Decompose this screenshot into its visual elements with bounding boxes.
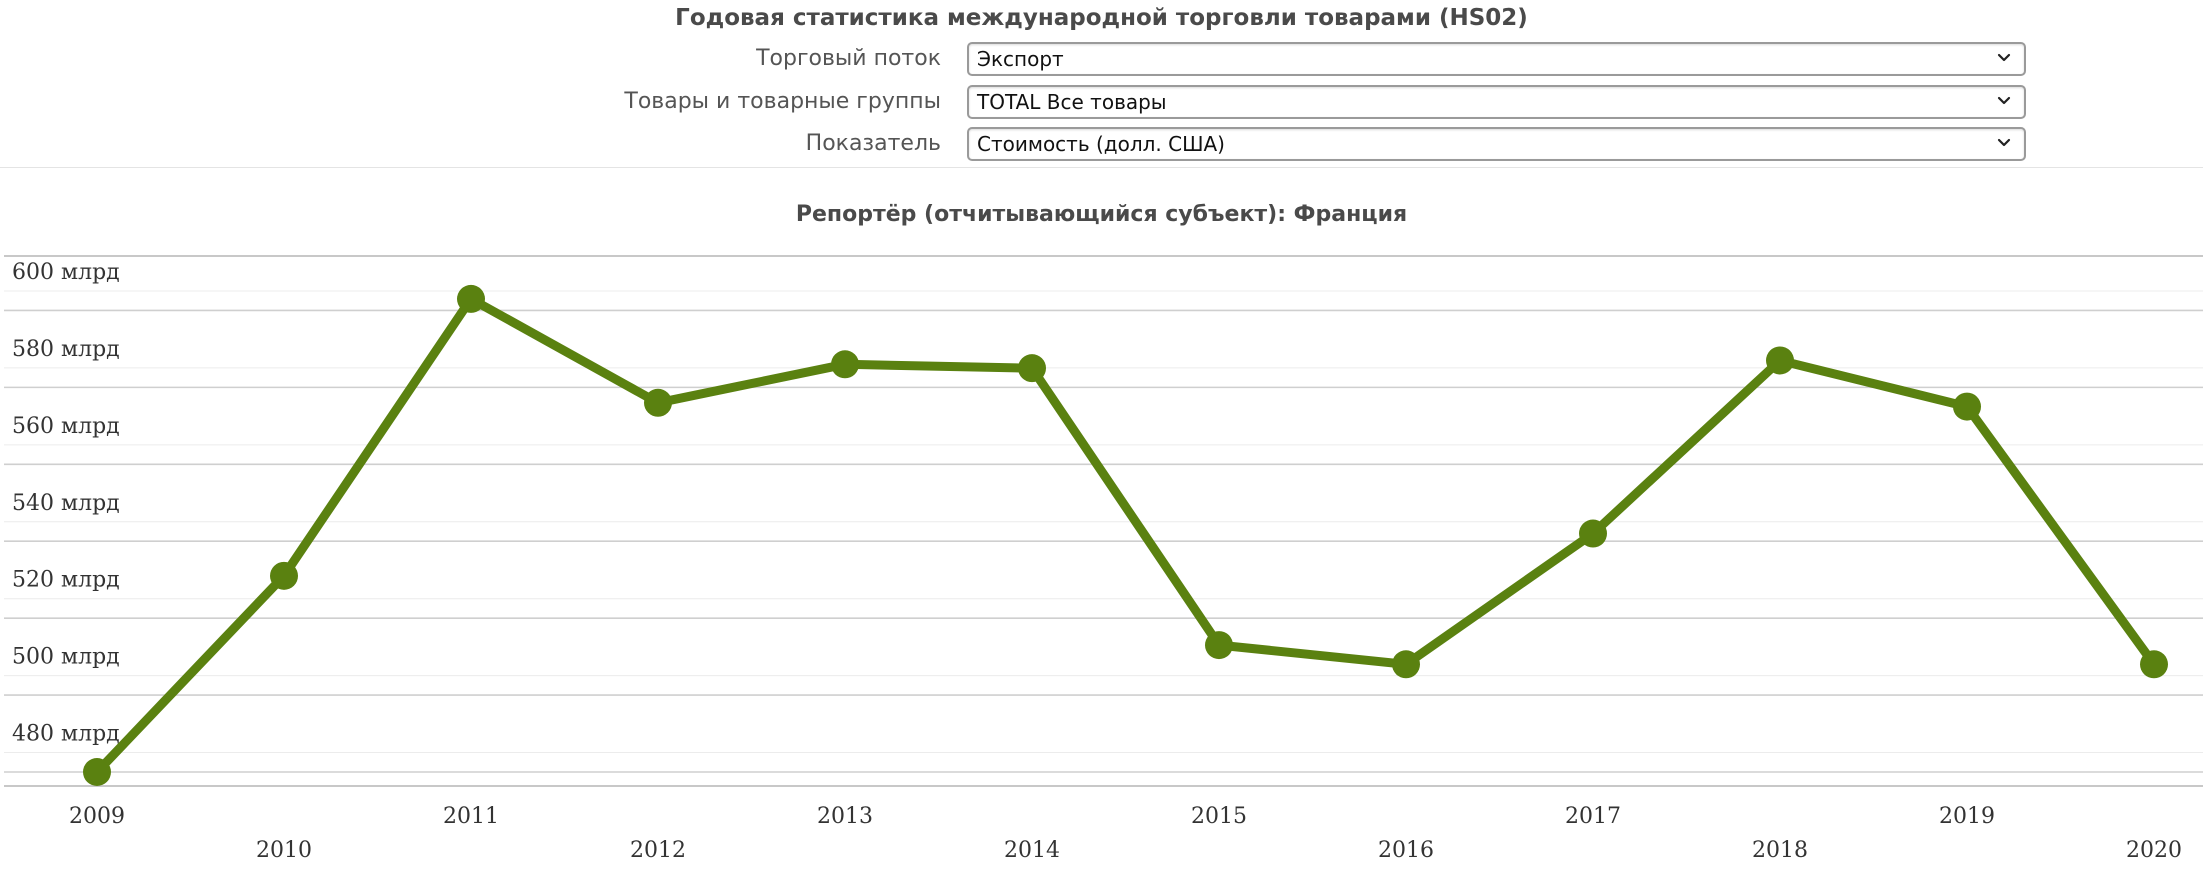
y-tick-label: 500 млрд	[12, 645, 120, 670]
x-tick-label: 2018	[1752, 838, 1808, 863]
filter-row-commodity: Товары и товарные группы TOTAL Все товар…	[0, 84, 2203, 120]
x-tick-label: 2019	[1939, 804, 1995, 829]
series-line	[92, 294, 2159, 777]
data-point[interactable]	[270, 561, 298, 590]
y-axis-ticks: 480 млрд 500 млрд 520 млрд 540 млрд 560 млрд…	[12, 260, 120, 747]
data-point[interactable]	[1392, 650, 1420, 679]
data-point[interactable]	[1766, 346, 1794, 375]
series-points	[83, 284, 2168, 786]
x-tick-label: 2009	[69, 804, 125, 829]
filter-row-indicator: Показатель Стоимость (долл. США)	[0, 126, 2203, 162]
data-point[interactable]	[1579, 519, 1607, 548]
y-tick-label: 480 млрд	[12, 722, 120, 747]
chevron-down-icon	[1997, 138, 2011, 147]
data-point[interactable]	[457, 284, 485, 313]
x-tick-label: 2014	[1004, 838, 1060, 863]
x-tick-label: 2011	[443, 804, 499, 829]
data-point[interactable]	[2140, 650, 2168, 679]
page-title: Годовая статистика международной торговл…	[675, 5, 1528, 31]
data-point[interactable]	[83, 758, 111, 786]
y-tick-label: 540 млрд	[12, 491, 120, 516]
y-tick-label: 520 млрд	[12, 568, 120, 593]
data-point[interactable]	[1205, 631, 1233, 660]
commodity-value: TOTAL Все товары	[977, 90, 1167, 114]
data-point[interactable]	[1018, 354, 1046, 383]
chevron-down-icon	[1997, 96, 2011, 105]
y-tick-label: 560 млрд	[12, 414, 120, 439]
x-tick-label: 2013	[817, 804, 873, 829]
x-tick-label: 2012	[630, 838, 686, 863]
chevron-down-icon	[1997, 53, 2011, 62]
x-tick-label: 2016	[1378, 838, 1434, 863]
commodity-select[interactable]: TOTAL Все товары	[967, 85, 2026, 119]
indicator-value: Стоимость (долл. США)	[977, 132, 1225, 156]
x-tick-label: 2010	[256, 838, 312, 863]
x-tick-label: 2015	[1191, 804, 1247, 829]
indicator-select[interactable]: Стоимость (долл. США)	[967, 127, 2026, 161]
y-tick-label: 580 млрд	[12, 337, 120, 362]
header-divider	[0, 167, 2203, 168]
series-lines	[92, 294, 2159, 777]
trade-flow-label: Торговый поток	[756, 46, 941, 71]
indicator-label: Показатель	[805, 131, 941, 156]
commodity-label: Товары и товарные группы	[624, 89, 941, 114]
data-point[interactable]	[1953, 392, 1981, 421]
x-tick-label: 2020	[2126, 838, 2182, 863]
grid-lines	[4, 255, 2203, 787]
trade-flow-value: Экспорт	[977, 47, 1064, 71]
x-tick-label: 2017	[1565, 804, 1621, 829]
chart-title: Репортёр (отчитывающийся субъект): Франц…	[795, 202, 1408, 227]
filter-row-trade-flow: Торговый поток Экспорт	[0, 41, 2203, 77]
data-point[interactable]	[644, 388, 672, 417]
x-axis-ticks: 2009 2010 2011 2012 2013 2014 2015 2016 2017 2018…	[69, 804, 2182, 863]
trade-flow-select[interactable]: Экспорт	[967, 42, 2026, 76]
data-point[interactable]	[831, 350, 859, 379]
y-tick-label: 600 млрд	[12, 260, 120, 285]
